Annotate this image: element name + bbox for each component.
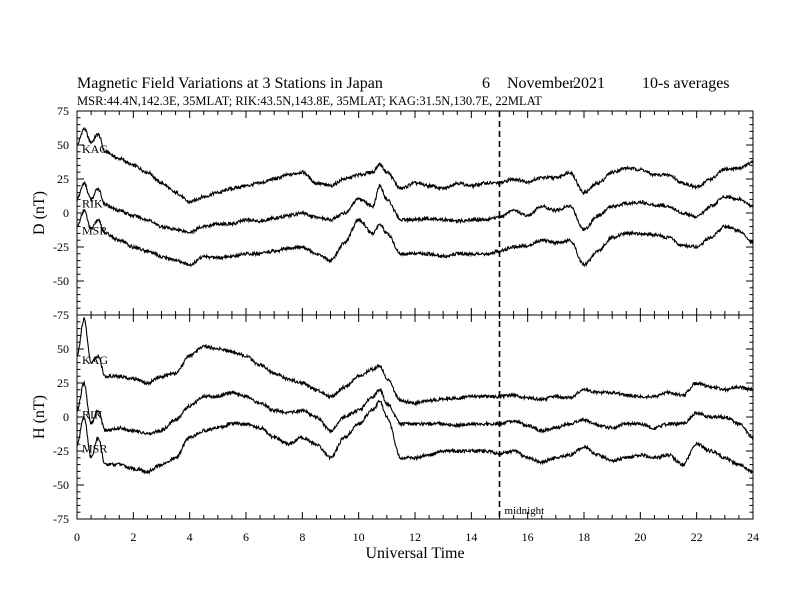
station-label-kag-h: KAG <box>82 353 108 367</box>
x-tick-label: 16 <box>522 530 534 544</box>
x-tick-label: 14 <box>465 530 477 544</box>
y-tick-label: -75 <box>53 308 69 322</box>
d-axis-title: D (nT) <box>31 191 48 235</box>
trace-rik-d <box>76 180 754 235</box>
trace-msr-h <box>76 399 754 475</box>
panel-h-ticks: 50 25 0 -25 -50 -75 <box>53 314 754 526</box>
x-tick-label: 8 <box>299 530 305 544</box>
x-tick-labels: 0 2 4 6 8 10 12 14 16 18 20 22 24 <box>74 530 759 544</box>
trace-msr-d <box>76 209 754 268</box>
midnight-label: midnight <box>505 505 545 517</box>
station-label-msr-h: MSR <box>82 441 107 455</box>
x-tick-label: 0 <box>74 530 80 544</box>
x-tick-label: 20 <box>634 530 646 544</box>
h-axis-title: H (nT) <box>31 395 48 439</box>
figure-title: Magnetic Field Variations at 3 Stations … <box>77 75 383 92</box>
title-averaging: 10-s averages <box>642 75 730 92</box>
panel-d-frame <box>76 110 754 316</box>
y-tick-label: 50 <box>57 342 69 356</box>
panel-h: 50 25 0 -25 -50 -75 KAG RIK MSR <box>53 314 754 526</box>
y-tick-label: 50 <box>57 138 69 152</box>
y-tick-label: -50 <box>53 274 69 288</box>
stations-coordinates: MSR:44.4N,142.3E, 35MLAT; RIK:43.5N,143.… <box>77 94 542 108</box>
y-tick-label: 0 <box>63 206 69 220</box>
x-tick-label: 18 <box>578 530 590 544</box>
trace-kag-d <box>76 127 754 205</box>
trace-kag-h <box>76 317 754 407</box>
station-label-rik-d: RIK <box>82 196 103 210</box>
trace-rik-h <box>76 380 754 440</box>
panel-d: 75 50 25 0 -25 -50 -75 KAG RIK MSR <box>53 104 754 322</box>
y-tick-label: 25 <box>57 376 69 390</box>
x-tick-label: 10 <box>353 530 365 544</box>
station-label-kag-d: KAG <box>82 142 108 156</box>
y-tick-label: -25 <box>53 240 69 254</box>
station-label-rik-h: RIK <box>82 407 103 421</box>
x-tick-label: 22 <box>691 530 703 544</box>
y-tick-label: -50 <box>53 478 69 492</box>
title-day: 6 <box>482 75 490 92</box>
x-tick-label: 4 <box>187 530 193 544</box>
panel-h-traces: KAG RIK MSR <box>76 317 754 475</box>
y-tick-label: -25 <box>53 444 69 458</box>
panel-d-ticks: 75 50 25 0 -25 -50 -75 <box>53 104 754 322</box>
x-tick-label: 24 <box>747 530 759 544</box>
station-label-msr-d: MSR <box>82 224 107 238</box>
y-tick-label: -75 <box>53 512 69 526</box>
x-axis-title: Universal Time <box>365 545 464 562</box>
panel-d-traces: KAG RIK MSR <box>76 127 754 268</box>
x-tick-label: 12 <box>409 530 421 544</box>
y-tick-label: 75 <box>57 104 69 118</box>
title-year: 2021 <box>573 75 605 92</box>
title-month: November <box>507 75 575 92</box>
x-tick-label: 2 <box>130 530 136 544</box>
y-tick-label: 0 <box>63 410 69 424</box>
x-tick-label: 6 <box>243 530 249 544</box>
y-tick-label: 25 <box>57 172 69 186</box>
